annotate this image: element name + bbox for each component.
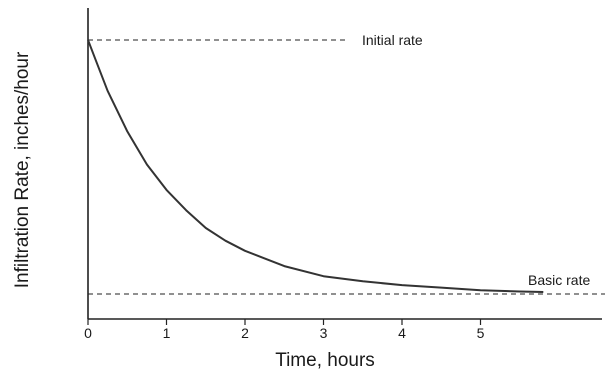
- x-axis-label: Time, hours: [275, 350, 375, 371]
- reference-line-label: Initial rate: [362, 32, 423, 48]
- y-axis-label: Infiltration Rate, inches/hour: [12, 51, 33, 288]
- axes: [87, 8, 602, 320]
- x-tick-label: 2: [241, 325, 249, 341]
- reference-line-label: Basic rate: [528, 272, 590, 288]
- annotations: Initial rate Basic rate: [362, 32, 590, 288]
- x-tick-label: 4: [398, 325, 406, 341]
- x-tick-label: 3: [320, 325, 328, 341]
- x-ticks: 0 1 2 3 4 5: [84, 319, 485, 341]
- curve-layer: [87, 39, 544, 293]
- x-tick-label: 0: [84, 325, 92, 341]
- x-tick-label: 5: [477, 325, 485, 341]
- series-line: [87, 39, 544, 293]
- x-tick-label: 1: [163, 325, 171, 341]
- reference-lines: [88, 39, 605, 295]
